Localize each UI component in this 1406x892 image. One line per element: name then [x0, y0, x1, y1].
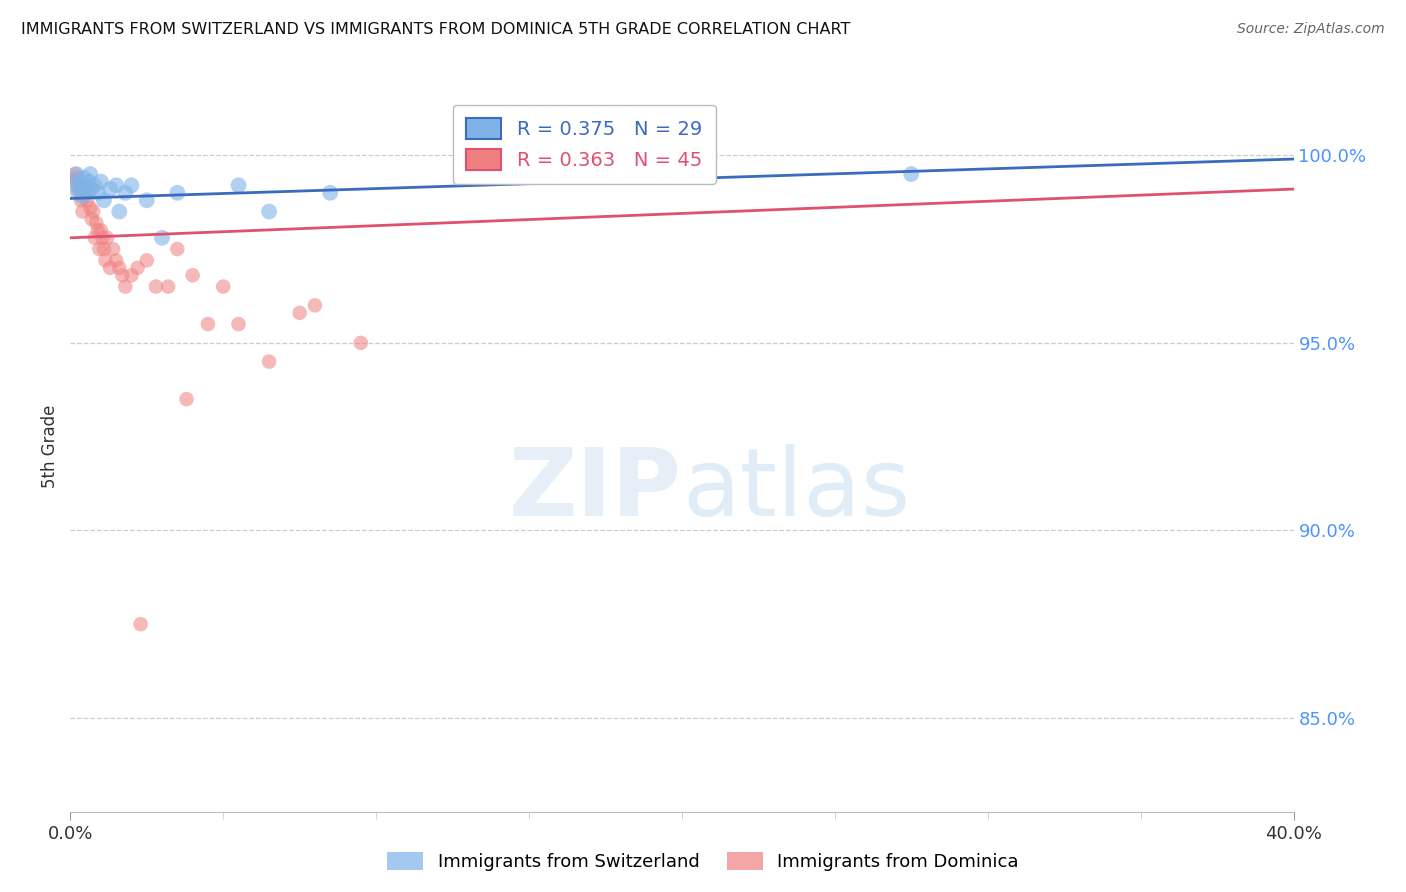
- Point: [350, 335, 373, 350]
- Point: [89, 242, 111, 256]
- Point: [114, 279, 136, 293]
- Point: [900, 167, 922, 181]
- Point: [73, 186, 96, 200]
- Point: [98, 182, 121, 196]
- Point: [181, 268, 204, 283]
- Point: [93, 242, 115, 256]
- Point: [76, 186, 98, 200]
- Point: [76, 194, 98, 208]
- Point: [66, 186, 89, 200]
- Point: [80, 212, 103, 227]
- Point: [157, 279, 180, 293]
- Point: [75, 178, 97, 193]
- Point: [90, 175, 112, 189]
- Point: [77, 186, 100, 200]
- Point: [65, 167, 87, 181]
- Point: [65, 170, 87, 185]
- Point: [135, 253, 157, 268]
- Point: [70, 182, 93, 196]
- Point: [79, 201, 101, 215]
- Point: [72, 204, 94, 219]
- Point: [135, 194, 157, 208]
- Y-axis label: 5th Grade: 5th Grade: [41, 404, 59, 488]
- Point: [63, 178, 86, 193]
- Point: [655, 148, 678, 162]
- Point: [82, 204, 104, 219]
- Legend: R = 0.375   N = 29, R = 0.363   N = 45: R = 0.375 N = 29, R = 0.363 N = 45: [453, 104, 716, 184]
- Text: IMMIGRANTS FROM SWITZERLAND VS IMMIGRANTS FROM DOMINICA 5TH GRADE CORRELATION CH: IMMIGRANTS FROM SWITZERLAND VS IMMIGRANT…: [21, 22, 851, 37]
- Text: ZIP: ZIP: [509, 444, 682, 536]
- Point: [91, 231, 114, 245]
- Point: [62, 175, 84, 189]
- Point: [66, 178, 89, 193]
- Point: [63, 167, 86, 181]
- Point: [101, 242, 124, 256]
- Point: [80, 182, 103, 196]
- Point: [121, 268, 143, 283]
- Point: [166, 186, 188, 200]
- Point: [319, 186, 342, 200]
- Point: [114, 186, 136, 200]
- Point: [72, 189, 94, 203]
- Point: [228, 178, 250, 193]
- Point: [150, 231, 173, 245]
- Point: [77, 175, 100, 189]
- Point: [75, 178, 97, 193]
- Point: [93, 194, 115, 208]
- Point: [257, 204, 280, 219]
- Point: [90, 223, 112, 237]
- Point: [83, 231, 105, 245]
- Point: [105, 253, 128, 268]
- Point: [69, 175, 91, 189]
- Legend: Immigrants from Switzerland, Immigrants from Dominica: Immigrants from Switzerland, Immigrants …: [380, 845, 1026, 879]
- Point: [105, 178, 128, 193]
- Point: [108, 260, 131, 275]
- Point: [84, 216, 107, 230]
- Text: atlas: atlas: [682, 444, 910, 536]
- Point: [94, 253, 117, 268]
- Point: [73, 170, 96, 185]
- Point: [257, 354, 280, 368]
- Point: [288, 306, 311, 320]
- Point: [111, 268, 134, 283]
- Point: [176, 392, 198, 406]
- Point: [96, 231, 118, 245]
- Point: [197, 317, 219, 331]
- Text: Source: ZipAtlas.com: Source: ZipAtlas.com: [1237, 22, 1385, 37]
- Point: [108, 204, 131, 219]
- Point: [304, 298, 326, 312]
- Point: [83, 178, 105, 193]
- Point: [70, 194, 93, 208]
- Point: [145, 279, 167, 293]
- Point: [69, 186, 91, 200]
- Point: [166, 242, 188, 256]
- Point: [129, 617, 152, 632]
- Point: [79, 167, 101, 181]
- Point: [121, 178, 143, 193]
- Point: [87, 186, 110, 200]
- Point: [228, 317, 250, 331]
- Point: [212, 279, 235, 293]
- Point: [98, 260, 121, 275]
- Point: [127, 260, 149, 275]
- Point: [87, 223, 110, 237]
